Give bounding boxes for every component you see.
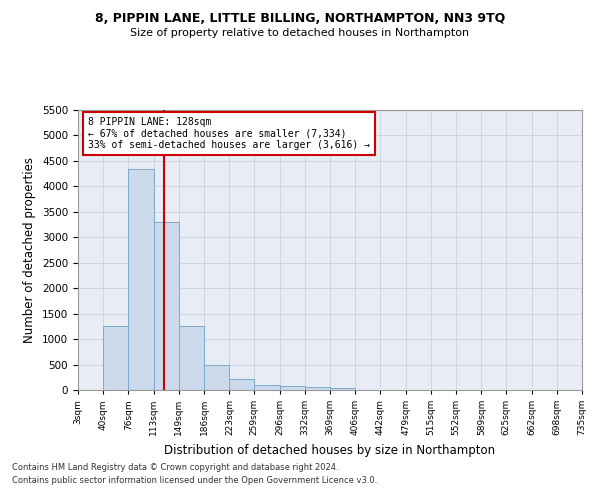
X-axis label: Distribution of detached houses by size in Northampton: Distribution of detached houses by size … <box>164 444 496 456</box>
Text: 8 PIPPIN LANE: 128sqm
← 67% of detached houses are smaller (7,334)
33% of semi-d: 8 PIPPIN LANE: 128sqm ← 67% of detached … <box>88 117 370 150</box>
Bar <box>280 386 305 390</box>
Bar <box>330 388 355 390</box>
Bar <box>179 326 204 390</box>
Text: Contains HM Land Registry data © Crown copyright and database right 2024.: Contains HM Land Registry data © Crown c… <box>12 464 338 472</box>
Text: Size of property relative to detached houses in Northampton: Size of property relative to detached ho… <box>130 28 470 38</box>
Bar <box>103 326 128 390</box>
Y-axis label: Number of detached properties: Number of detached properties <box>23 157 37 343</box>
Bar <box>229 379 254 390</box>
Bar <box>305 387 330 390</box>
Text: Contains public sector information licensed under the Open Government Licence v3: Contains public sector information licen… <box>12 476 377 485</box>
Bar <box>204 365 229 390</box>
Bar <box>254 386 280 390</box>
Text: 8, PIPPIN LANE, LITTLE BILLING, NORTHAMPTON, NN3 9TQ: 8, PIPPIN LANE, LITTLE BILLING, NORTHAMP… <box>95 12 505 26</box>
Bar <box>128 168 154 390</box>
Bar <box>154 222 179 390</box>
